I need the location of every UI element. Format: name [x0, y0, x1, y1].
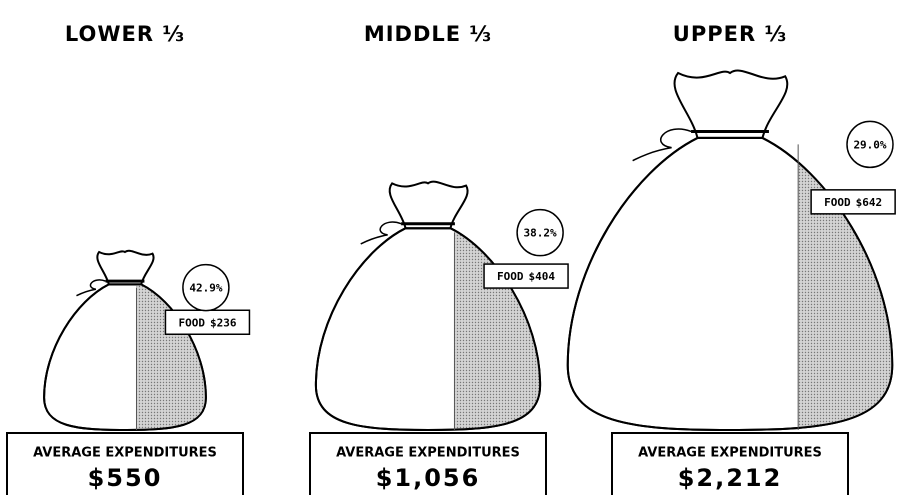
expenditure-caption: AVERAGE EXPENDITURES: [638, 446, 822, 461]
food-value: $236: [210, 316, 237, 329]
bag-top: [97, 251, 153, 285]
bag-top: [390, 182, 468, 229]
expenditure-caption: AVERAGE EXPENDITURES: [33, 446, 217, 461]
page: LOWER ⅓ FOOD $236 42.9% AVERAGE EXPENDITURES…: [0, 0, 897, 495]
expenditure-value: $2,212: [678, 464, 783, 492]
food-name: FOOD: [824, 196, 851, 209]
food-value: $404: [529, 270, 556, 283]
food-value: $642: [856, 196, 883, 209]
percent-label: 42.9%: [189, 282, 222, 295]
chart: LOWER ⅓ FOOD $236 42.9% AVERAGE EXPENDITURES…: [0, 0, 897, 495]
expenditure-value: $550: [88, 464, 163, 492]
expenditure-caption: AVERAGE EXPENDITURES: [336, 446, 520, 461]
column-title: LOWER ⅓: [65, 22, 185, 46]
percent-label: 29.0%: [853, 138, 886, 151]
food-name: FOOD: [178, 316, 205, 329]
column-title: UPPER ⅓: [673, 22, 787, 46]
percent-label: 38.2%: [524, 227, 557, 240]
food-name: FOOD: [497, 270, 524, 283]
expenditure-value: $1,056: [376, 464, 481, 492]
column-title: MIDDLE ⅓: [364, 22, 492, 46]
bag-top: [674, 71, 787, 138]
